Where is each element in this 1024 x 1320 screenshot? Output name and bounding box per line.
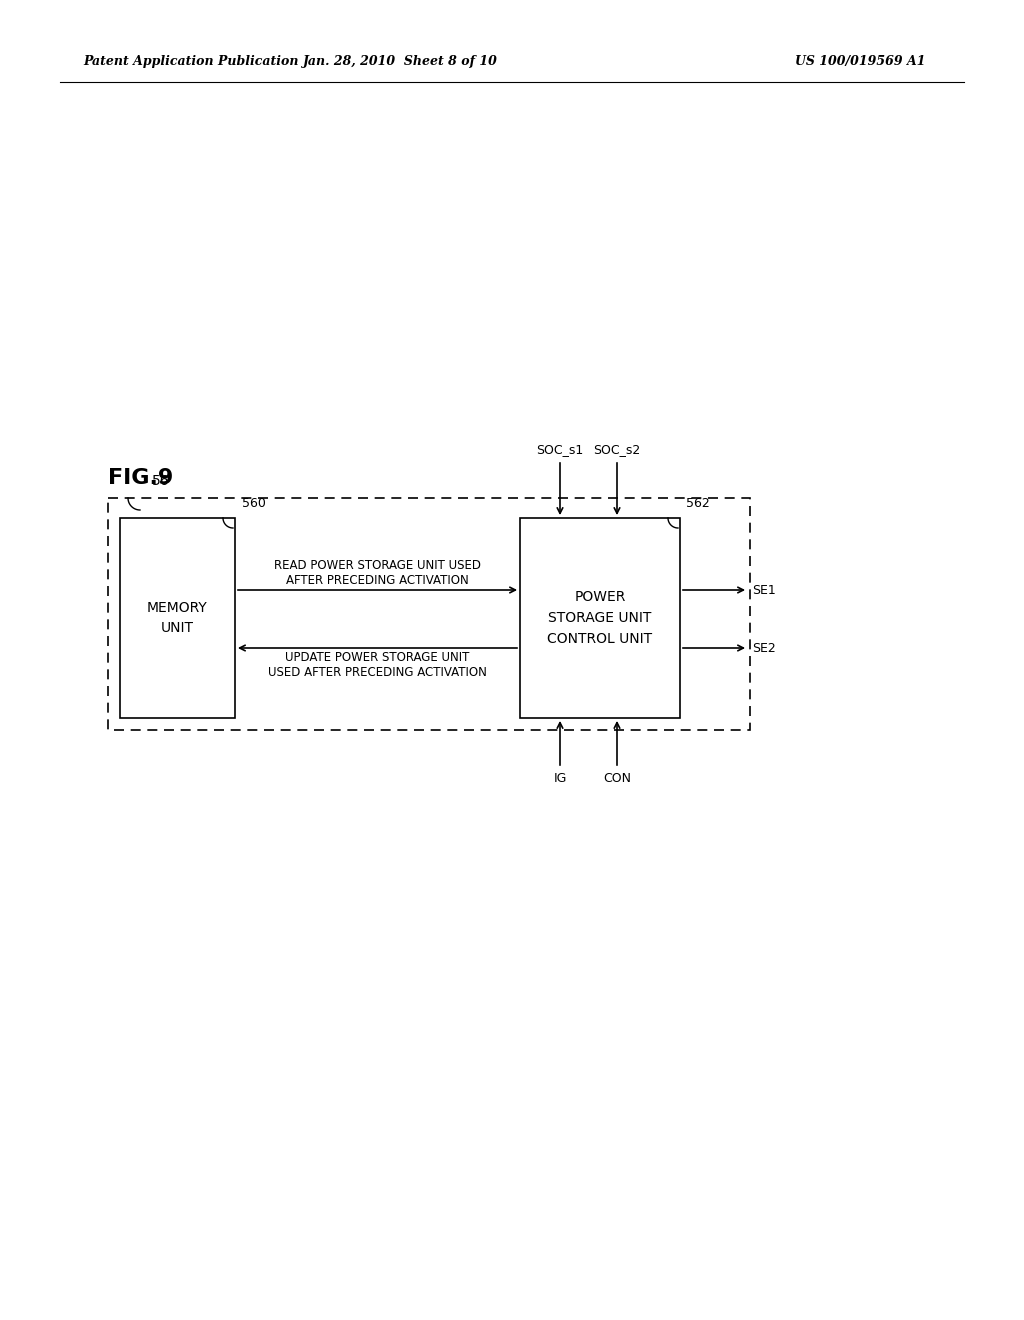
Bar bbox=[108, 498, 750, 730]
Text: IG: IG bbox=[553, 772, 566, 785]
Text: Patent Application Publication: Patent Application Publication bbox=[83, 55, 299, 69]
Text: USED AFTER PRECEDING ACTIVATION: USED AFTER PRECEDING ACTIVATION bbox=[268, 667, 487, 678]
Text: AFTER PRECEDING ACTIVATION: AFTER PRECEDING ACTIVATION bbox=[286, 574, 469, 587]
Text: CON: CON bbox=[603, 772, 631, 785]
Text: UPDATE POWER STORAGE UNIT: UPDATE POWER STORAGE UNIT bbox=[286, 651, 470, 664]
Text: MEMORY
UNIT: MEMORY UNIT bbox=[147, 601, 208, 635]
Text: FIG.9: FIG.9 bbox=[108, 469, 173, 488]
Text: US 100/019569 A1: US 100/019569 A1 bbox=[795, 55, 926, 69]
Text: READ POWER STORAGE UNIT USED: READ POWER STORAGE UNIT USED bbox=[274, 558, 481, 572]
Text: Jan. 28, 2010  Sheet 8 of 10: Jan. 28, 2010 Sheet 8 of 10 bbox=[302, 55, 498, 69]
Text: SOC_s2: SOC_s2 bbox=[593, 444, 641, 455]
Text: SOC_s1: SOC_s1 bbox=[537, 444, 584, 455]
Text: 56: 56 bbox=[152, 474, 170, 488]
Text: SE2: SE2 bbox=[752, 642, 776, 655]
Bar bbox=[120, 517, 234, 718]
Bar bbox=[520, 517, 680, 718]
Text: 560: 560 bbox=[242, 498, 266, 510]
Text: 562: 562 bbox=[686, 498, 710, 510]
Text: POWER
STORAGE UNIT
CONTROL UNIT: POWER STORAGE UNIT CONTROL UNIT bbox=[548, 590, 652, 645]
Text: SE1: SE1 bbox=[752, 583, 776, 597]
